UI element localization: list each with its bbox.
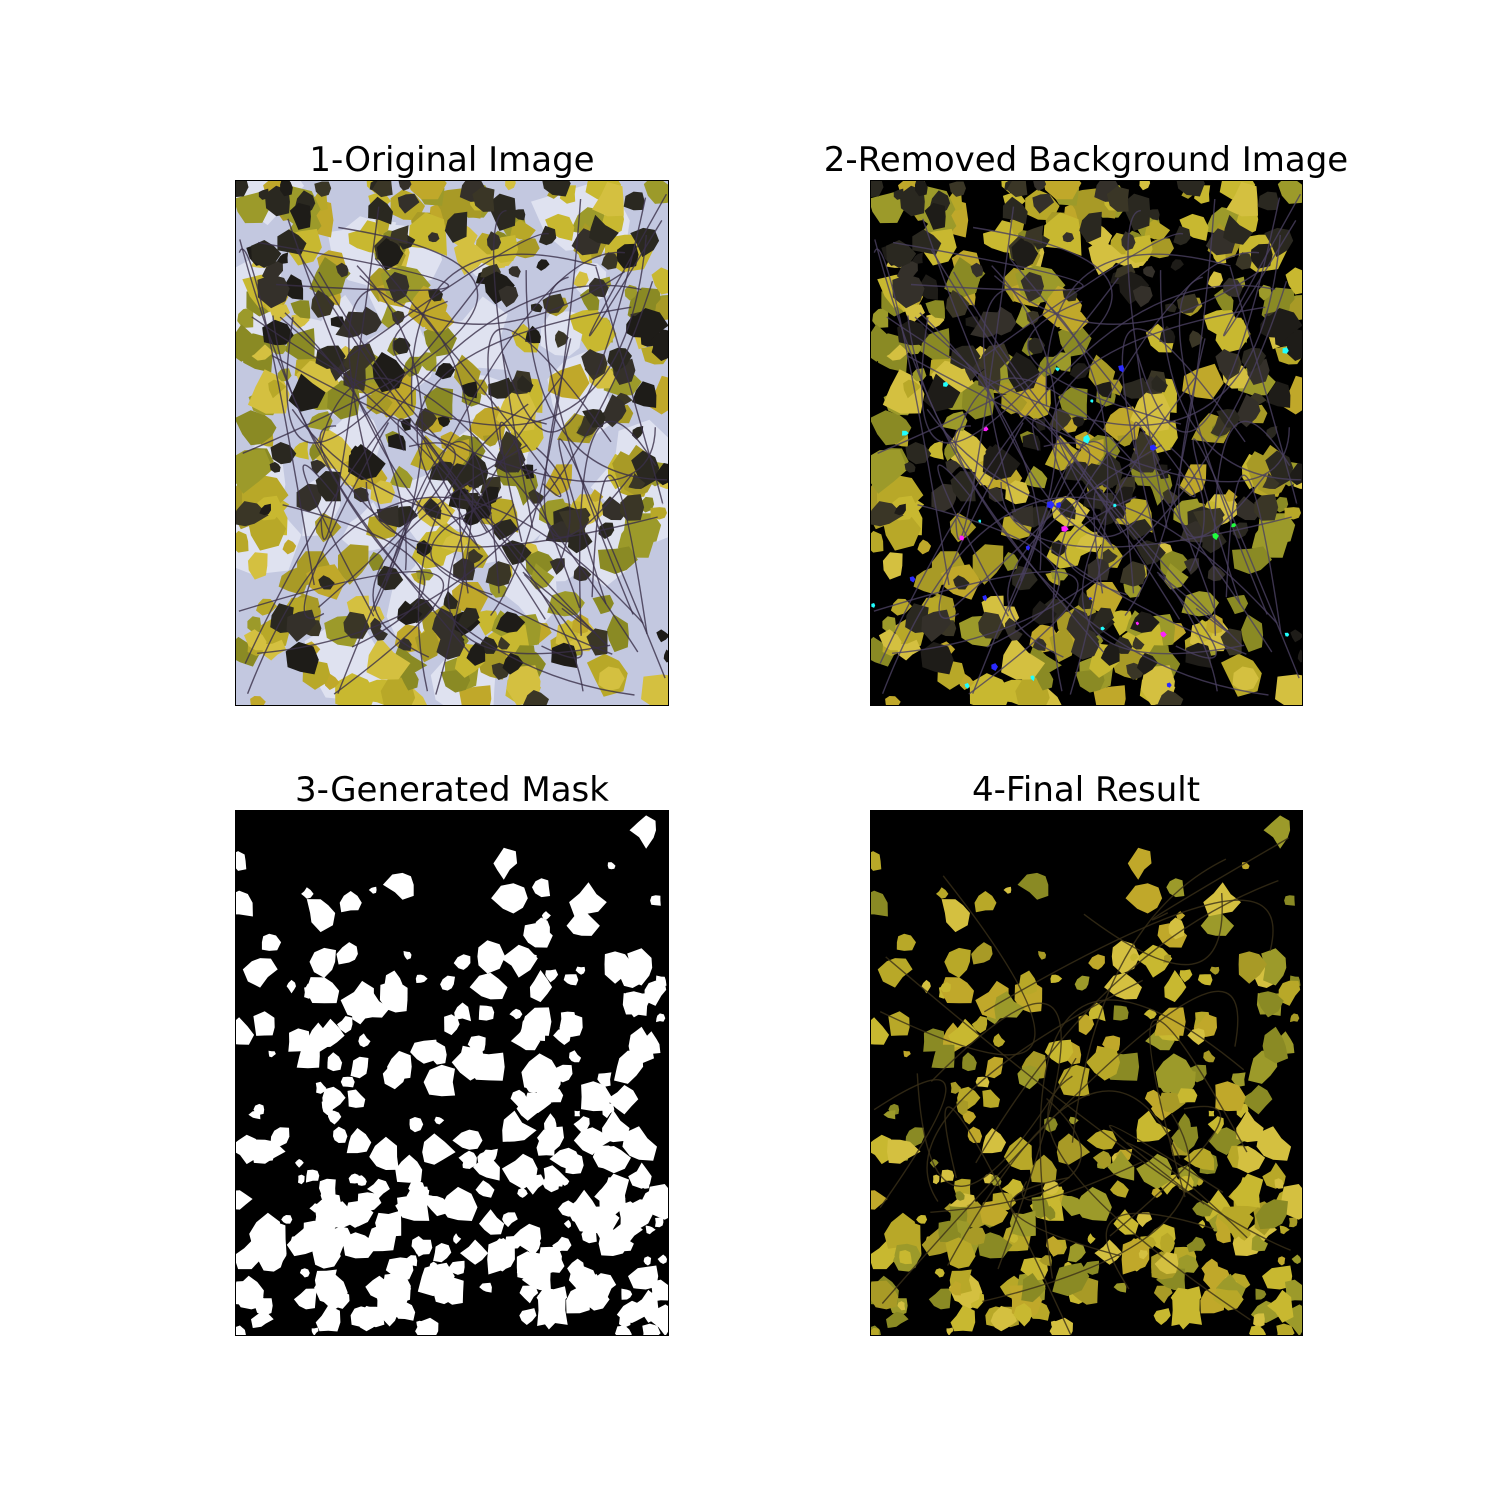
panel-title-final-result: 4-Final Result: [971, 770, 1201, 810]
generated-mask-panel: [235, 810, 669, 1336]
panel-title-original: 1-Original Image: [309, 140, 595, 180]
generated-mask-image: [236, 811, 668, 1335]
panel-title-mask: 3-Generated Mask: [295, 770, 609, 810]
removed-background-panel: [870, 180, 1303, 706]
removed-background-image: [871, 181, 1302, 705]
final-result-panel: [870, 810, 1303, 1336]
panel-title-removed-background: 2-Removed Background Image: [823, 140, 1349, 180]
final-result-image: [871, 811, 1302, 1335]
original-image-panel: [235, 180, 669, 706]
original-image: [236, 181, 668, 705]
